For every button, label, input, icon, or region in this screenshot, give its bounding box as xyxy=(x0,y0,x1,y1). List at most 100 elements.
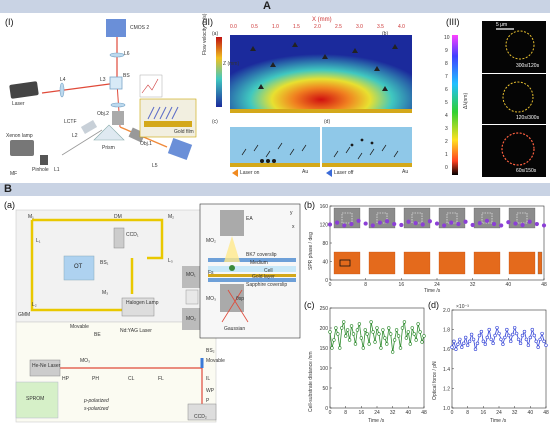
spr-phase-chart: 0 8 16 24 32 40 48 160 120 80 40 0 xyxy=(320,204,547,288)
data-point xyxy=(509,339,513,344)
data-point xyxy=(481,339,486,344)
data-point xyxy=(467,339,472,344)
data-point xyxy=(335,220,340,225)
l1-label: L1 xyxy=(54,167,60,173)
data-point xyxy=(530,327,534,332)
data-point xyxy=(456,221,461,227)
y-tick-label: 100 xyxy=(320,366,329,372)
spec-tick: 10 xyxy=(444,35,450,41)
thumbnail-image xyxy=(473,207,501,229)
y-tick-label: 0 xyxy=(325,278,328,284)
data-point xyxy=(489,337,493,342)
inset-cell-label: Cell xyxy=(264,268,273,274)
data-point xyxy=(349,221,354,227)
data-point xyxy=(495,325,499,330)
data-point xyxy=(534,221,539,227)
thumbnail-roi xyxy=(341,212,353,224)
data-point xyxy=(463,219,468,224)
l2-label: L₂ xyxy=(32,302,37,308)
data-point xyxy=(342,223,347,228)
y-tick-label: 1.2 xyxy=(443,386,450,392)
setup-schematic xyxy=(9,19,197,165)
data-point xyxy=(327,222,333,227)
sprom-label: SPROM xyxy=(26,396,45,402)
mo2-label: MO₂ xyxy=(186,316,196,322)
y-tick-label: 2.0 xyxy=(443,308,450,314)
bs2-label: BS₂ xyxy=(206,348,215,354)
bs-label: BS xyxy=(123,73,130,79)
y-tick-label: 1.0 xyxy=(443,406,450,412)
ph-label: PH xyxy=(92,376,99,382)
x-tick-label: 40 xyxy=(528,410,534,416)
data-point xyxy=(400,326,405,330)
data-point xyxy=(365,332,369,336)
data-point xyxy=(541,223,547,228)
data-point xyxy=(514,331,519,336)
x-tick: 2.5 xyxy=(335,24,342,30)
sub-c-label: (c) xyxy=(212,119,218,125)
cl-label: CL xyxy=(128,376,135,382)
p-label: P xyxy=(206,398,210,404)
data-point xyxy=(452,339,456,344)
data-point xyxy=(342,320,346,324)
y-tick-label: 200 xyxy=(320,326,329,332)
data-point xyxy=(499,337,503,342)
data-point xyxy=(338,346,342,350)
data-point xyxy=(413,221,418,226)
l5-label: L5 xyxy=(152,163,158,169)
spec-tick: 7 xyxy=(445,74,448,80)
force-exponent: ×10⁻³ xyxy=(456,304,469,310)
data-point xyxy=(406,330,411,334)
frame-label: 300s/120s xyxy=(516,63,540,69)
laser-label: Laser xyxy=(12,101,25,107)
y-tick-label: 40 xyxy=(322,260,328,266)
data-point xyxy=(332,338,336,342)
data-point xyxy=(464,335,468,340)
spr-image xyxy=(333,251,361,275)
x-axis-title: X (mm) xyxy=(312,17,332,23)
x-tick-label: 0 xyxy=(329,410,332,416)
spec-tick: 6 xyxy=(445,87,448,93)
spec-tick: 5 xyxy=(445,100,448,106)
data-point xyxy=(487,327,491,332)
ot-label: OT xyxy=(74,264,83,270)
inset-gold-label: Gold layer xyxy=(252,274,275,280)
ccd2-label: CCD₂ xyxy=(194,414,207,420)
panel-b-b-label: (b) xyxy=(304,200,315,210)
halogen-label: Halogen Lamp xyxy=(126,300,159,306)
x-tick: 1.0 xyxy=(272,24,279,30)
y-tick-label: 80 xyxy=(322,241,328,247)
y-tick-label: 1.8 xyxy=(443,328,450,334)
l1-label: L₁ xyxy=(36,238,41,244)
dm-label: DM xyxy=(114,214,122,220)
y-tick-label: 160 xyxy=(320,204,329,210)
spec-tick: 3 xyxy=(445,126,448,132)
data-point xyxy=(384,219,390,224)
x-tick-label: 0 xyxy=(451,410,454,416)
panel-a-i-label: (I) xyxy=(5,17,14,27)
obj2-label: Obj.2 xyxy=(97,111,109,117)
data-point xyxy=(479,329,484,334)
data-point xyxy=(385,342,389,346)
z-label: Z (mm) xyxy=(223,61,240,67)
data-point xyxy=(442,223,447,228)
inset-sapphire-label: Sapphire coverslip xyxy=(246,282,288,288)
x-tick-label: 8 xyxy=(344,410,347,416)
panel-b-c-label: (c) xyxy=(304,300,315,310)
wp-label: WP xyxy=(206,388,215,394)
distance-xlabel: Time /s xyxy=(368,418,385,424)
sub-d-label: (d) xyxy=(324,119,331,125)
l3-top-label: L3 xyxy=(100,77,106,83)
x-tick-label: 40 xyxy=(406,410,412,416)
data-point xyxy=(422,334,426,338)
data-point xyxy=(507,333,511,338)
thumbnail-image xyxy=(333,207,361,229)
panel-b-b: (b) 0 8 16 24 32 40 48 160 120 80 40 0 SPR phase / … xyxy=(304,198,550,298)
inset-thsp-label: θsp xyxy=(236,296,245,302)
data-point xyxy=(356,218,361,223)
data-point xyxy=(389,332,393,336)
x-tick: 3.5 xyxy=(377,24,384,30)
panel-a-iii-label: (III) xyxy=(446,17,460,27)
data-point xyxy=(361,346,365,350)
data-point xyxy=(485,335,489,340)
